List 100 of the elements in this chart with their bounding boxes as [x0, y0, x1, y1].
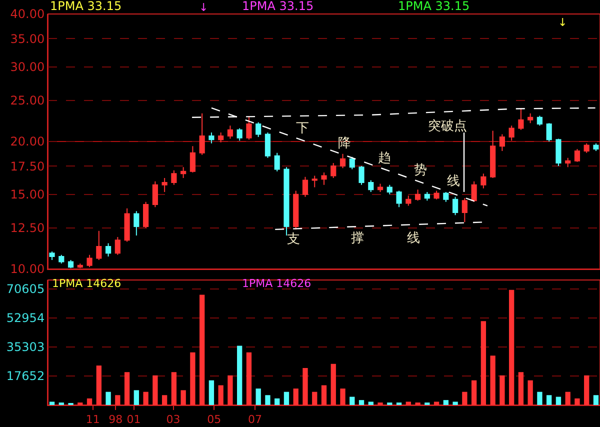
bar [350, 396, 355, 405]
bar [330, 364, 336, 405]
bar [228, 375, 233, 405]
candlestick [246, 116, 252, 140]
bar [171, 372, 177, 405]
candlestick [330, 162, 336, 178]
candlestick [86, 254, 92, 268]
candlestick [556, 138, 562, 167]
bar [593, 395, 599, 405]
bar [546, 395, 552, 405]
annotation: ↓ [558, 16, 568, 29]
bar [134, 390, 140, 405]
candlestick [396, 190, 402, 208]
candlestick [443, 191, 449, 202]
candlestick [499, 134, 505, 152]
bar [490, 356, 496, 405]
candlestick [536, 115, 543, 126]
candlestick [218, 132, 224, 143]
candlestick [528, 112, 534, 124]
bar [518, 372, 524, 405]
annotation: 1PMA 14626 [52, 277, 122, 290]
text: 1PMA 33.15 [398, 0, 470, 13]
candlestick [236, 128, 242, 142]
bar [434, 402, 440, 405]
bar [124, 372, 130, 405]
candlestick [452, 196, 458, 216]
candlestick [227, 125, 234, 140]
annotation: 撑 [351, 231, 364, 246]
candlestick [321, 172, 327, 186]
candlestick [264, 132, 271, 158]
candlestick [386, 184, 392, 195]
bar [565, 392, 570, 405]
candlestick [406, 195, 412, 206]
candlestick [190, 146, 196, 173]
annotation: 支 [287, 232, 300, 247]
candlestick [171, 170, 177, 186]
text: 1PMA 33.15 [50, 0, 122, 13]
y-tick-label: 12.50 [10, 221, 45, 236]
y-tick-label: 10.00 [10, 262, 45, 276]
candlestick [565, 157, 571, 168]
candlestick [58, 254, 64, 264]
y-tick-label: 30.00 [10, 60, 45, 74]
candlestick [256, 122, 262, 138]
candlestick [434, 190, 440, 200]
y-tick-label: 25.00 [10, 94, 45, 108]
bar [208, 380, 214, 405]
bar [452, 402, 458, 405]
candlestick [471, 180, 477, 202]
bar [321, 385, 327, 405]
bar [302, 368, 308, 405]
candlestick [180, 166, 186, 178]
bar [500, 375, 505, 405]
bar [143, 392, 148, 405]
bar [312, 392, 318, 405]
bar [218, 385, 224, 405]
y-tick-label: 70605 [6, 282, 45, 296]
annotation: 线 [447, 174, 460, 189]
candlestick [340, 153, 346, 169]
x-tick-label: 03 [166, 413, 180, 426]
bar [368, 402, 374, 405]
y-tick-label: 35.00 [10, 32, 45, 46]
bar [443, 400, 448, 405]
candlestick [49, 250, 55, 261]
bar [284, 392, 290, 405]
bar [96, 366, 102, 405]
bar [471, 380, 477, 405]
x-tick-label: 07 [248, 413, 262, 426]
y-tick-label: 35303 [6, 340, 45, 354]
bar [556, 396, 562, 405]
annotation: 突破点 [428, 119, 467, 134]
annotation: 降 [338, 136, 351, 151]
candlestick [377, 183, 384, 192]
bar [574, 398, 580, 405]
candlestick [358, 166, 364, 186]
annotation: ↓ [199, 1, 208, 14]
y-tick-label: 15.00 [10, 188, 45, 202]
candlestick [462, 198, 468, 223]
bar [49, 402, 55, 405]
candlestick [208, 132, 214, 144]
candlestick [312, 175, 318, 188]
bar [265, 395, 270, 405]
y-tick-label: 20.00 [10, 134, 45, 149]
bar [162, 395, 168, 405]
bar [528, 380, 533, 405]
bar [358, 400, 364, 405]
candlestick [349, 156, 355, 170]
candlestick [574, 148, 580, 162]
bar [508, 290, 514, 405]
annotation: 线 [407, 231, 420, 246]
y-tick-label: 17.50 [10, 159, 45, 174]
annotation: 趋 [378, 151, 391, 166]
candlestick [199, 112, 205, 156]
bar [190, 352, 196, 405]
bar [200, 294, 205, 405]
candlestick [508, 125, 514, 142]
candlestick [414, 189, 421, 202]
bar [293, 388, 298, 405]
candlestick [68, 260, 74, 268]
y-tick-label: 17652 [6, 369, 45, 384]
x-tick-label: 11 [86, 413, 100, 426]
